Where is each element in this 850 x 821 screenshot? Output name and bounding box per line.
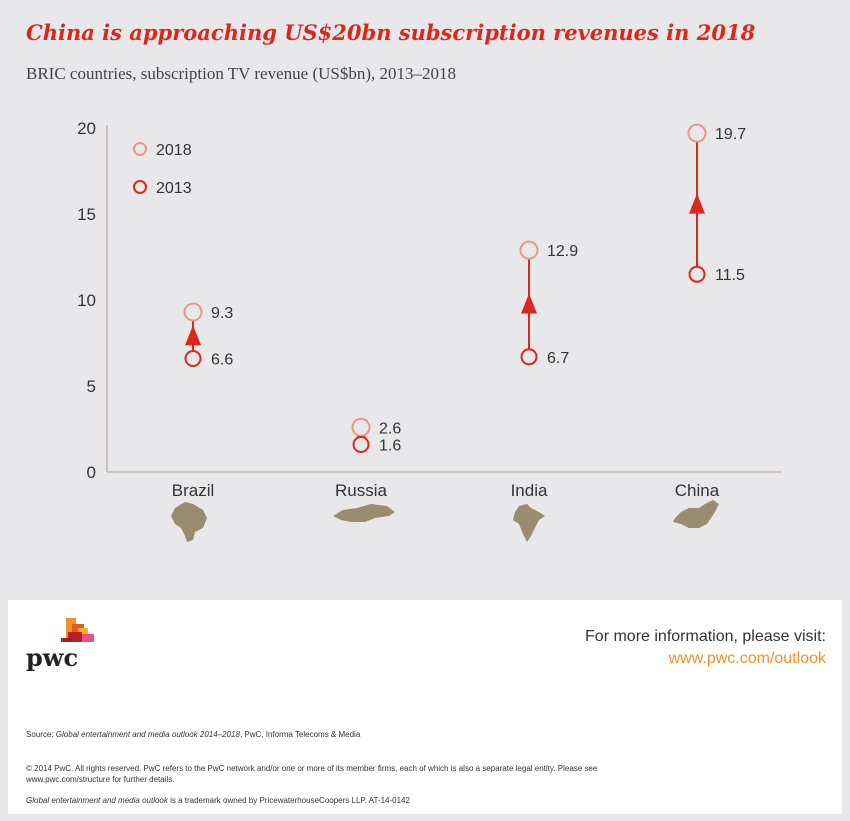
up-arrow-icon (521, 293, 537, 314)
map-brazil-icon (171, 502, 207, 542)
up-arrow-icon (185, 325, 201, 346)
value-label-2013: 11.5 (715, 267, 745, 284)
y-tick-label: 5 (87, 377, 96, 396)
value-label-2013: 6.7 (547, 350, 569, 367)
value-label-2018: 2.6 (379, 420, 401, 437)
up-arrow-icon (689, 193, 705, 214)
map-china-icon (673, 500, 719, 528)
value-label-2013: 6.6 (211, 351, 233, 368)
legend-label-2018: 2018 (156, 142, 192, 159)
x-tick-label: Russia (335, 481, 388, 500)
value-label-2013: 1.6 (379, 437, 401, 454)
trademark: Global entertainment and media outlook i… (26, 796, 410, 805)
svg-text:pwc: pwc (26, 643, 78, 672)
marker-2013 (184, 349, 202, 367)
value-label-2018: 9.3 (211, 305, 233, 322)
value-label-2018: 19.7 (715, 126, 746, 143)
marker-2018 (183, 302, 203, 322)
source-note: Source: Global entertainment and media o… (26, 730, 361, 739)
chart: 0 5 10 15 20 Brazil 9.3 6.6 Russia 2.61.6 India 12.… (77, 119, 782, 542)
y-tick-label: 20 (77, 119, 96, 138)
map-india-icon (513, 504, 545, 542)
legend-marker-2013 (133, 180, 147, 194)
marker-2018 (687, 123, 707, 143)
legend-label-2013: 2013 (156, 180, 192, 197)
y-tick-label: 15 (77, 205, 96, 224)
marker-2013 (352, 435, 370, 453)
marker-2018 (351, 417, 371, 437)
value-label-2018: 12.9 (547, 243, 578, 260)
chart-title: China is approaching US$20bn subscriptio… (26, 20, 756, 45)
info-text: For more information, please visit: (585, 628, 826, 645)
copyright-2: www.pwc.com/structure for further detail… (26, 775, 175, 784)
x-tick-label: China (675, 481, 720, 500)
footer: pwc For more information, please visit: … (8, 600, 842, 814)
legend-marker-2018 (133, 142, 147, 156)
outlook-link[interactable]: www.pwc.com/outlook (668, 650, 826, 667)
y-tick-label: 0 (87, 463, 96, 482)
map-russia-icon (333, 504, 395, 522)
marker-2018 (519, 240, 539, 260)
marker-2013 (688, 265, 706, 283)
pwc-logo: pwc (26, 618, 94, 672)
x-tick-label: India (511, 481, 548, 500)
x-tick-label: Brazil (172, 481, 215, 500)
copyright: © 2014 PwC. All rights reserved. PwC ref… (26, 764, 598, 773)
marker-2013 (520, 348, 538, 366)
y-tick-label: 10 (77, 291, 96, 310)
chart-subtitle: BRIC countries, subscription TV revenue … (26, 64, 456, 83)
